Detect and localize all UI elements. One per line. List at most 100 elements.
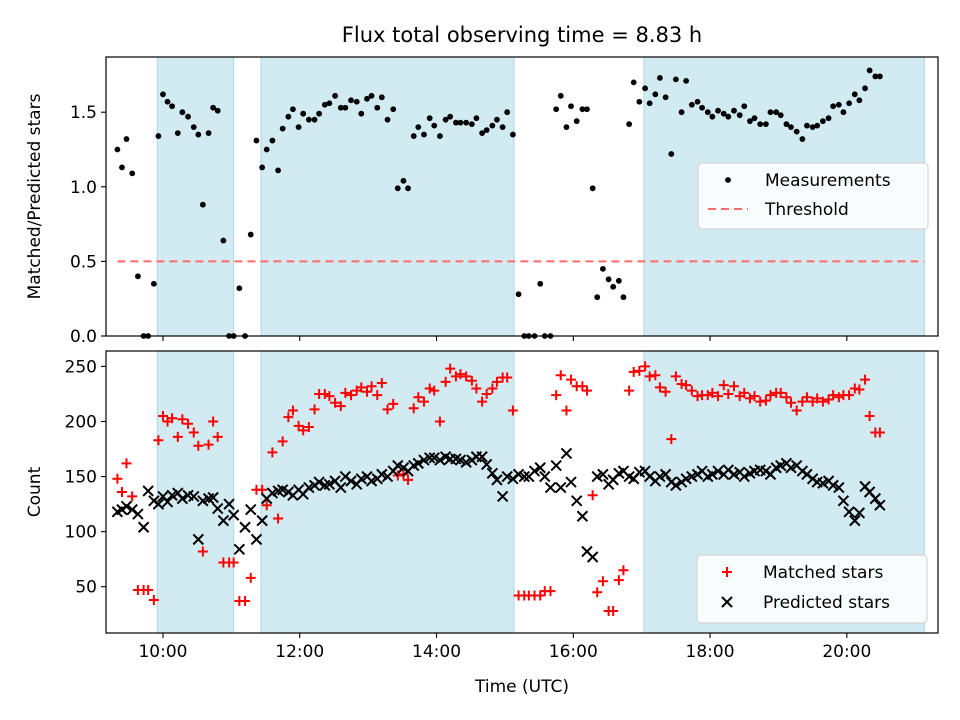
predicted-star-point-72 bbox=[486, 467, 499, 479]
measurement-point-19 bbox=[210, 104, 217, 111]
measurement-point-39 bbox=[316, 110, 323, 117]
predicted-star-point-60 bbox=[423, 452, 436, 464]
matched-star-point-91 bbox=[587, 490, 598, 501]
matched-star-point-57 bbox=[408, 403, 419, 414]
matched-star-point-28 bbox=[257, 484, 268, 495]
measurement-point-14 bbox=[185, 113, 191, 120]
bot-legend-box bbox=[696, 554, 928, 624]
matched-star-point-135 bbox=[817, 396, 828, 407]
matched-star-point-18 bbox=[203, 439, 214, 450]
matched-star-point-117 bbox=[723, 388, 734, 399]
measurement-point-67 bbox=[463, 119, 470, 126]
measurement-point-58 bbox=[415, 124, 422, 131]
measurement-point-124 bbox=[763, 121, 769, 128]
predicted-star-point-146 bbox=[874, 499, 886, 511]
predicted-star-point-13 bbox=[176, 492, 189, 505]
matched-star-point-73 bbox=[491, 376, 502, 387]
matched-star-point-7 bbox=[148, 594, 159, 605]
measurement-point-118 bbox=[731, 107, 737, 114]
measurement-point-115 bbox=[715, 107, 721, 114]
top-shaded-interval-1 bbox=[260, 56, 515, 337]
matched-star-point-3 bbox=[127, 491, 138, 502]
measurement-point-128 bbox=[783, 121, 790, 128]
measurement-point-89 bbox=[579, 106, 586, 113]
measurement-point-96 bbox=[615, 277, 622, 284]
measurement-point-36 bbox=[300, 110, 307, 117]
matched-star-point-110 bbox=[686, 385, 697, 396]
measurement-point-101 bbox=[642, 85, 648, 92]
matched-star-point-14 bbox=[183, 418, 194, 429]
predicted-star-point-91 bbox=[586, 551, 599, 563]
legend-measurements-label: Measurements bbox=[765, 171, 891, 191]
measurement-point-47 bbox=[358, 110, 365, 117]
top-legend-box bbox=[697, 162, 929, 230]
measurement-point-141 bbox=[851, 91, 858, 98]
predicted-star-point-4 bbox=[132, 508, 144, 520]
matched-star-point-67 bbox=[461, 371, 472, 382]
matched-star-point-105 bbox=[660, 386, 671, 397]
measurement-point-84 bbox=[553, 106, 560, 113]
bottom-data-layer bbox=[111, 361, 886, 616]
measurement-point-13 bbox=[179, 109, 186, 116]
matched-star-point-113 bbox=[702, 390, 713, 401]
measurement-point-70 bbox=[479, 130, 486, 136]
matched-star-point-106 bbox=[666, 434, 677, 445]
matched-star-point-45 bbox=[346, 390, 357, 401]
measurement-point-90 bbox=[584, 106, 590, 113]
predicted-star-point-45 bbox=[345, 475, 357, 487]
measurement-point-0 bbox=[114, 146, 121, 153]
bot-shaded-interval-1 bbox=[260, 350, 515, 634]
matched-star-point-138 bbox=[833, 392, 844, 403]
measurement-point-129 bbox=[788, 124, 794, 131]
predicted-star-point-145 bbox=[869, 492, 882, 505]
bot-ytick-label-2: 150 bbox=[65, 468, 97, 488]
measurement-point-3 bbox=[129, 170, 136, 177]
matched-star-point-123 bbox=[755, 396, 766, 407]
measurement-point-66 bbox=[457, 119, 464, 126]
measurement-point-77 bbox=[515, 291, 522, 298]
predicted-star-point-93 bbox=[597, 468, 609, 481]
measurement-point-132 bbox=[804, 122, 810, 129]
measurement-point-40 bbox=[321, 101, 328, 108]
predicted-star-point-86 bbox=[560, 447, 573, 460]
matched-star-point-0 bbox=[112, 473, 123, 484]
matched-star-point-69 bbox=[471, 383, 482, 394]
measurement-point-49 bbox=[368, 92, 375, 99]
measurement-point-81 bbox=[537, 280, 544, 287]
matched-star-point-124 bbox=[760, 395, 771, 406]
measurement-point-72 bbox=[489, 122, 496, 129]
measurement-point-119 bbox=[736, 112, 743, 119]
measurement-point-21 bbox=[220, 237, 227, 244]
predicted-star-point-22 bbox=[223, 498, 235, 510]
matched-star-point-30 bbox=[267, 447, 278, 458]
measurement-point-69 bbox=[473, 115, 480, 122]
predicted-star-point-58 bbox=[412, 457, 424, 470]
measurement-point-42 bbox=[332, 92, 338, 99]
matched-star-point-23 bbox=[228, 557, 239, 568]
measurement-point-127 bbox=[777, 112, 784, 119]
measurement-point-131 bbox=[799, 136, 806, 142]
bot-xtick-label-3: 16:00 bbox=[549, 642, 598, 662]
predicted-star-point-82 bbox=[539, 470, 551, 483]
predicted-star-point-139 bbox=[837, 495, 850, 507]
measurement-point-51 bbox=[378, 94, 385, 101]
matched-star-point-6 bbox=[143, 585, 154, 596]
predicted-star-point-71 bbox=[480, 458, 493, 471]
predicted-star-point-78 bbox=[518, 470, 530, 483]
predicted-star-point-83 bbox=[544, 481, 557, 494]
measurement-point-111 bbox=[694, 98, 701, 105]
matched-star-point-72 bbox=[487, 383, 498, 394]
matched-star-point-15 bbox=[188, 427, 199, 438]
matched-star-point-59 bbox=[418, 396, 429, 407]
measurement-point-138 bbox=[835, 101, 842, 108]
top-ytick-label-0: 0.0 bbox=[70, 327, 97, 347]
measurement-point-1 bbox=[119, 164, 125, 171]
matched-star-point-137 bbox=[828, 390, 839, 401]
matched-star-point-19 bbox=[208, 416, 219, 427]
measurement-point-71 bbox=[483, 127, 490, 134]
matched-star-point-111 bbox=[692, 391, 703, 402]
matched-star-point-101 bbox=[640, 361, 651, 372]
measurement-point-92 bbox=[594, 294, 601, 301]
measurement-point-64 bbox=[447, 113, 454, 120]
